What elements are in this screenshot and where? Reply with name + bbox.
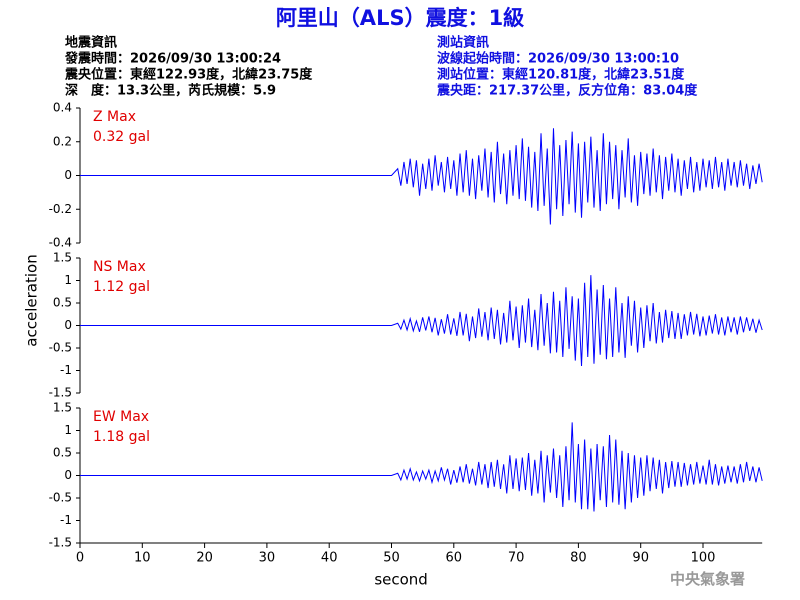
footer: 中央氣象署 <box>670 570 745 588</box>
y-tick-label: 1.5 <box>53 251 72 265</box>
y-tick-label: -1.5 <box>49 536 72 550</box>
x-tick-label: 20 <box>196 551 213 566</box>
title: 阿里山（ALS）震度：1級 <box>276 6 524 30</box>
max-annotation: 0.32 gal <box>93 129 150 145</box>
y-tick-label: 0 <box>64 168 72 182</box>
y-tick-label: 1 <box>64 423 72 437</box>
max-annotation: NS Max <box>93 259 146 275</box>
station-line: 測站位置：東經120.81度，北緯23.51度 <box>437 67 685 83</box>
y-tick-label: 1.5 <box>53 401 72 415</box>
max-annotation: 1.18 gal <box>93 429 150 445</box>
y-tick-label: -0.2 <box>49 202 72 216</box>
x-tick-label: 80 <box>570 551 587 566</box>
y-tick-label: -1.5 <box>49 386 72 400</box>
x-tick-label: 40 <box>321 551 338 566</box>
x-tick-label: 10 <box>134 551 151 566</box>
x-tick-label: 60 <box>446 551 463 566</box>
station-line: 測站資訊 <box>437 35 489 51</box>
x-tick-label: 90 <box>632 551 649 566</box>
y-tick-label: -0.5 <box>49 491 72 505</box>
x-tick-label: 70 <box>508 551 525 566</box>
x-tick-label: 30 <box>259 551 276 566</box>
y-tick-label: -1 <box>60 363 72 377</box>
y-tick-label: 0.5 <box>53 296 72 310</box>
y-tick-label: 0.5 <box>53 446 72 460</box>
info-line: 深 度：13.3公里，芮氏規模：5.9 <box>65 83 276 99</box>
y-tick-label: -0.5 <box>49 341 72 355</box>
y-tick-label: 1 <box>64 273 72 287</box>
info-line: 發震時間：2026/09/30 13:00:24 <box>64 51 281 67</box>
y-tick-label: 0.4 <box>53 101 72 115</box>
max-annotation: Z Max <box>93 109 136 125</box>
x-tick-label: 50 <box>383 551 400 566</box>
max-annotation: 1.12 gal <box>93 279 150 295</box>
x-tick-label: 100 <box>691 551 716 566</box>
info-line: 震央位置：東經122.93度，北緯23.75度 <box>64 67 313 83</box>
waveform <box>80 128 763 225</box>
y-tick-label: 0.2 <box>53 134 72 148</box>
x-tick-label: 0 <box>76 551 84 566</box>
station-line: 波線起始時間：2026/09/30 13:00:10 <box>437 51 679 67</box>
waveform <box>80 422 763 512</box>
y-tick-label: -0.4 <box>49 236 72 250</box>
station-line: 震央距：217.37公里，反方位角：83.04度 <box>436 83 698 99</box>
waveform <box>80 275 763 367</box>
y-tick-label: -1 <box>60 513 72 527</box>
x-axis-label: second <box>374 571 428 589</box>
y-tick-label: 0 <box>64 318 72 332</box>
y-axis-label: acceleration <box>23 254 41 346</box>
y-tick-label: 0 <box>64 468 72 482</box>
info-line: 地震資訊 <box>65 35 117 51</box>
max-annotation: EW Max <box>93 409 149 425</box>
